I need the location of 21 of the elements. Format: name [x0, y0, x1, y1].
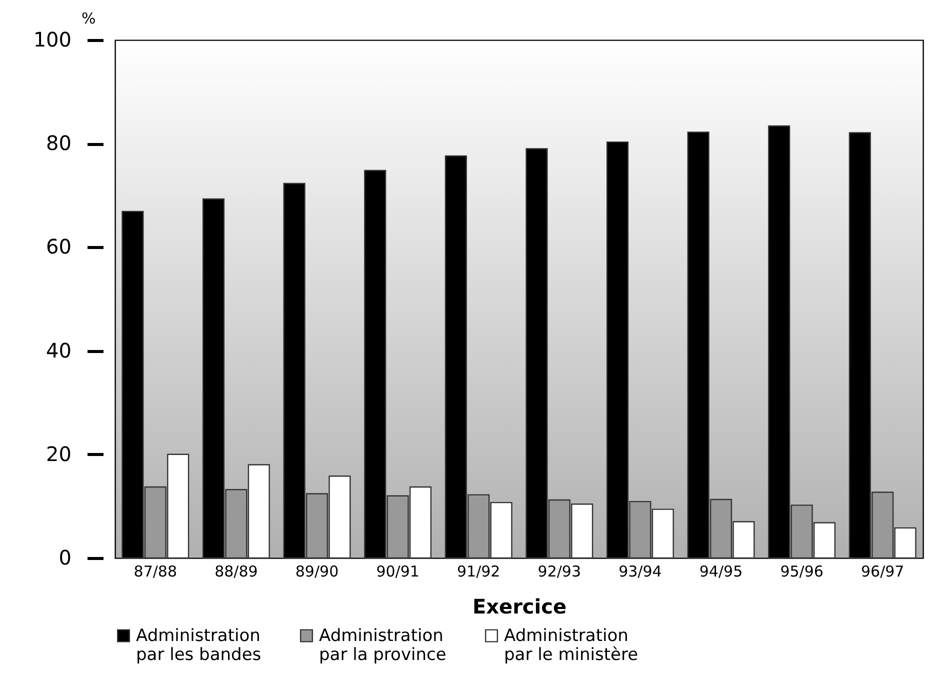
legend-label: Administration par la province — [319, 626, 446, 665]
legend-label: Administration par le ministère — [504, 626, 638, 665]
x-tick-label: 87/88 — [134, 562, 178, 580]
y-tick-label: 40 — [46, 338, 72, 362]
legend-label: Administration par les bandes — [136, 626, 262, 665]
x-tick-label: 93/94 — [618, 562, 662, 580]
y-axis-title: % — [82, 10, 96, 28]
y-tick-label: 80 — [46, 131, 72, 156]
x-tick-label: 94/95 — [699, 562, 743, 580]
x-axis-title: Exercice — [472, 594, 567, 618]
x-tick-label: 91/92 — [456, 562, 500, 580]
x-tick-label: 95/96 — [780, 562, 824, 580]
x-tick-label: 92/93 — [538, 562, 582, 580]
x-tick-label: 90/91 — [376, 562, 420, 580]
y-tick-label: 0 — [58, 546, 72, 570]
y-tick-label: 100 — [33, 28, 72, 52]
y-tick-label: 20 — [46, 442, 72, 466]
x-tick-label: 89/90 — [295, 562, 339, 580]
y-tick-label: 60 — [46, 234, 72, 259]
x-tick-label: 96/97 — [860, 562, 904, 580]
x-tick-label: 88/89 — [214, 562, 258, 580]
